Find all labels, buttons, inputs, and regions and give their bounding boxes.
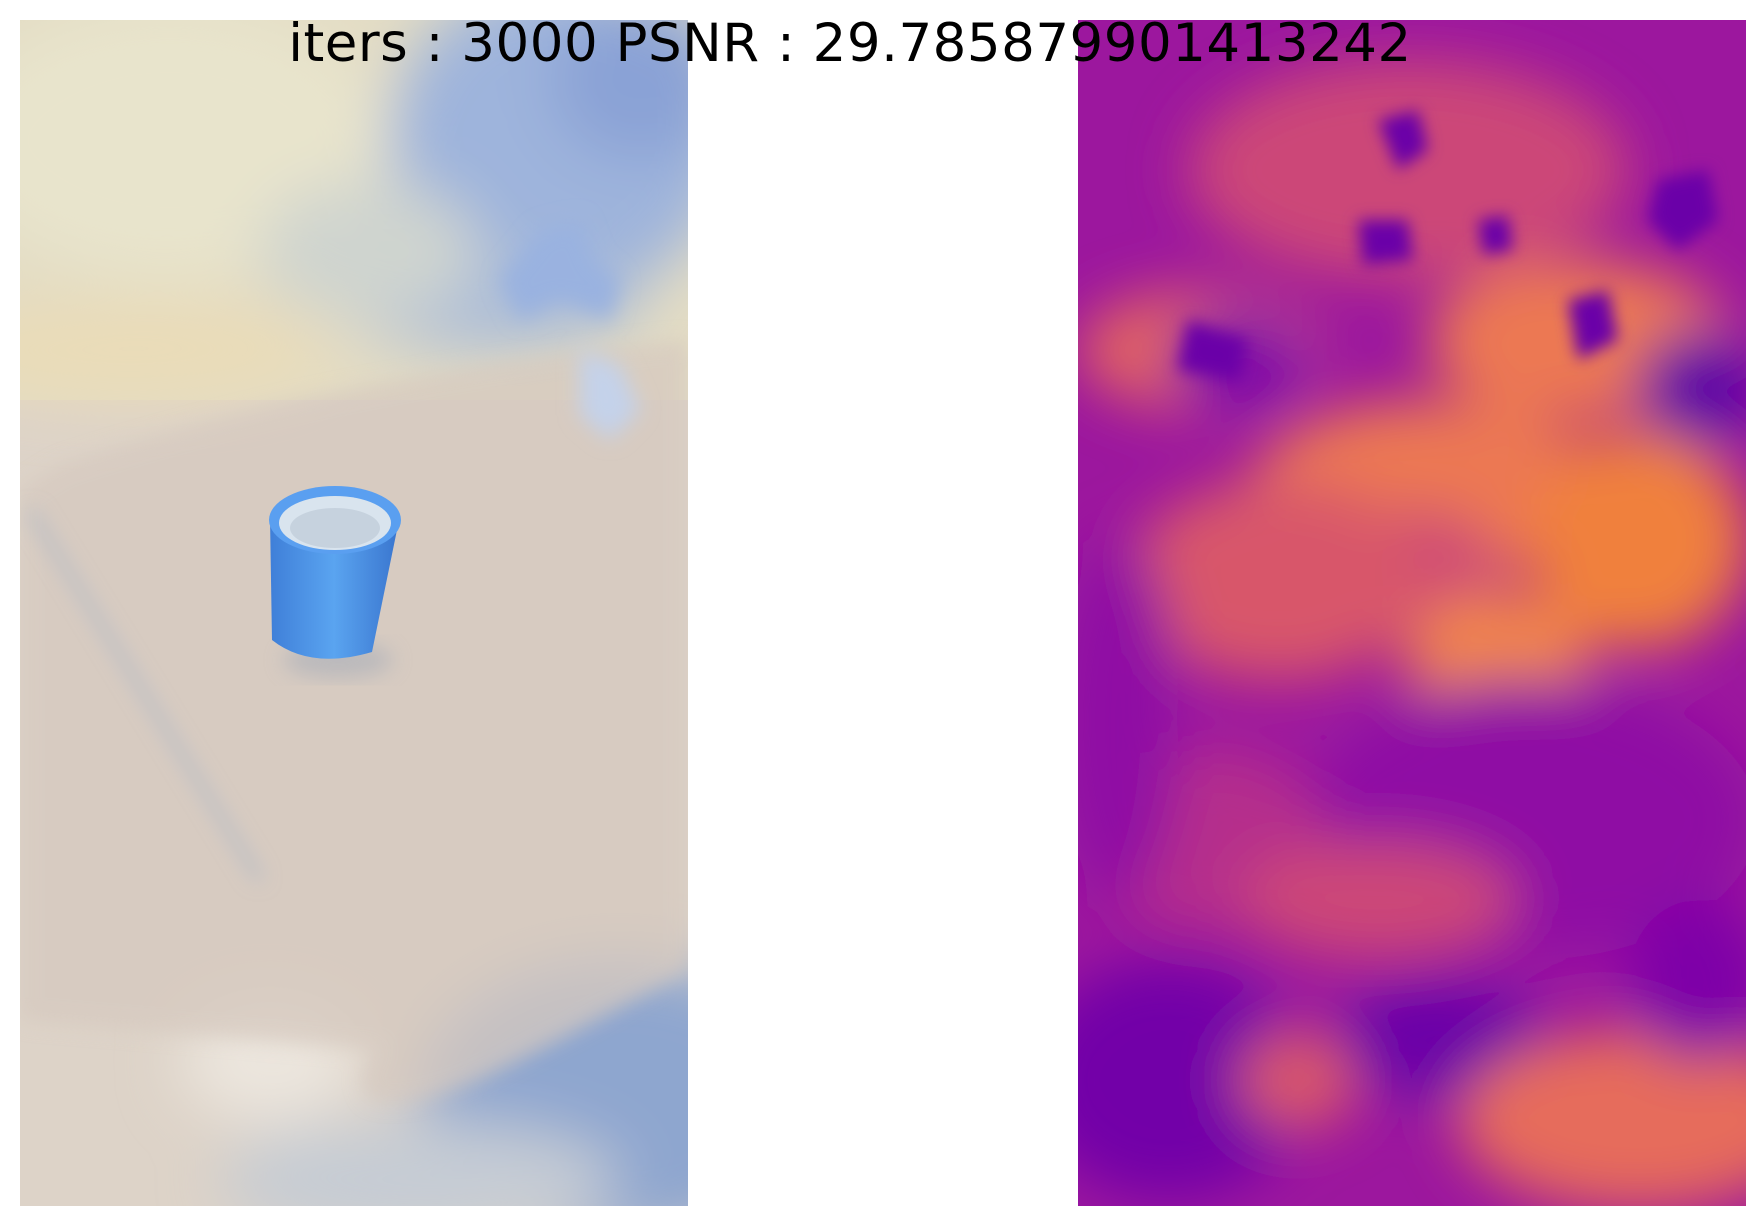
depth-map-image xyxy=(1078,20,1746,1206)
blue-cup xyxy=(269,486,401,678)
figure-title: iters : 3000 PSNR : 29.785879901413242 xyxy=(288,13,1412,74)
rendered-rgb-image xyxy=(20,20,688,1206)
